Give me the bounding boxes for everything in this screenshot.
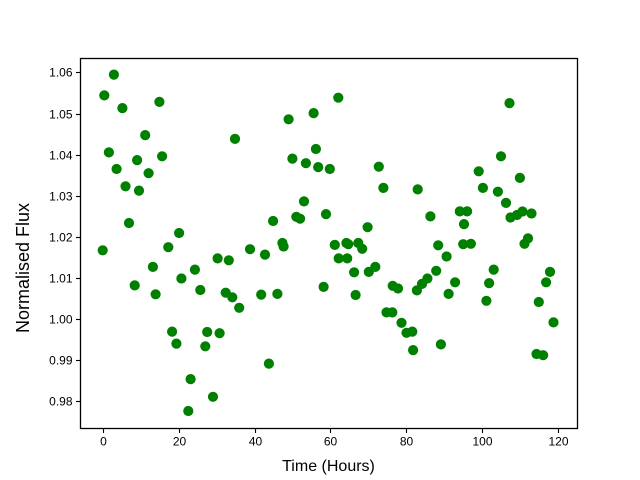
svg-text:1.00: 1.00 [49,313,73,327]
svg-text:1.05: 1.05 [49,108,73,122]
svg-text:1.06: 1.06 [49,66,73,80]
svg-text:1.01: 1.01 [49,272,73,286]
svg-text:1.02: 1.02 [49,231,73,245]
svg-text:100: 100 [472,435,492,449]
svg-text:0: 0 [100,435,107,449]
svg-text:Time (Hours): Time (Hours) [282,458,375,475]
svg-text:20: 20 [173,435,187,449]
svg-text:1.04: 1.04 [49,149,73,163]
svg-text:1.03: 1.03 [49,190,73,204]
svg-text:0.99: 0.99 [49,354,73,368]
svg-text:0.98: 0.98 [49,395,73,409]
svg-text:120: 120 [548,435,568,449]
svg-text:40: 40 [249,435,263,449]
svg-text:80: 80 [400,435,414,449]
svg-text:Normalised Flux: Normalised Flux [13,203,33,333]
svg-text:60: 60 [324,435,338,449]
